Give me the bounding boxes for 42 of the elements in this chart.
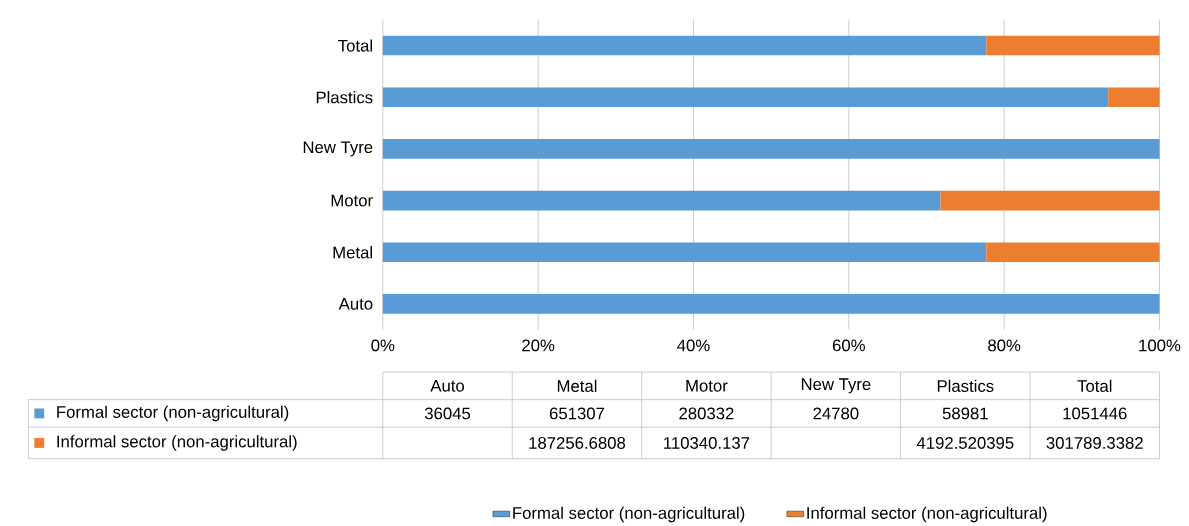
bar	[986, 242, 1160, 263]
y-tick-label: Total	[338, 39, 372, 52]
y-tick-label: Auto	[338, 298, 373, 310]
bar	[382, 190, 941, 211]
bar	[986, 35, 1160, 56]
bar	[1108, 87, 1160, 108]
data-label: 24780	[813, 407, 859, 420]
data-label: 58981	[942, 407, 988, 420]
data-label: 1051446	[1063, 407, 1127, 420]
bar	[382, 35, 987, 56]
y-tick-label: Metal	[333, 246, 372, 259]
x-tick-label: 100%	[1139, 339, 1181, 352]
data-label: 4192.520395	[916, 437, 1014, 450]
data-label: 187256.6808	[529, 437, 626, 450]
bar	[382, 87, 1109, 108]
y-tick-label: New Tyre	[303, 141, 373, 157]
y-tick-label: Plastics	[316, 91, 373, 104]
data-label: 36045	[424, 407, 471, 420]
y-tick-label: Motor	[331, 194, 373, 207]
data-label: 110340.137	[664, 437, 750, 450]
legend-label: Formal sector (non-agricultural)	[513, 506, 745, 523]
legend-label: Informal sector (non-agricultural)	[807, 506, 1047, 523]
data-label: 280332	[679, 407, 734, 420]
category-label: Plastics	[937, 379, 994, 393]
x-tick-label: 60%	[832, 339, 865, 352]
data-label: 651307	[549, 407, 605, 420]
bar	[382, 294, 1160, 314]
x-tick-label: 80%	[988, 339, 1021, 352]
legend-label: Informal sector (non-agricultural)	[57, 435, 297, 451]
legend-label: Formal sector (non-agricultural)	[57, 405, 289, 422]
x-tick-label: 40%	[677, 339, 710, 352]
data-label: 301789.3382	[1046, 437, 1143, 450]
bar	[382, 242, 987, 263]
category-label: New Tyre	[801, 378, 871, 394]
bar	[382, 139, 1160, 159]
category-label: Total	[1077, 379, 1112, 393]
x-tick-label: 20%	[522, 339, 555, 352]
category-label: Motor	[686, 380, 728, 392]
bar	[940, 190, 1160, 211]
x-tick-label: 0%	[371, 339, 395, 352]
category-label: Auto	[430, 380, 465, 392]
category-label: Metal	[557, 379, 597, 393]
